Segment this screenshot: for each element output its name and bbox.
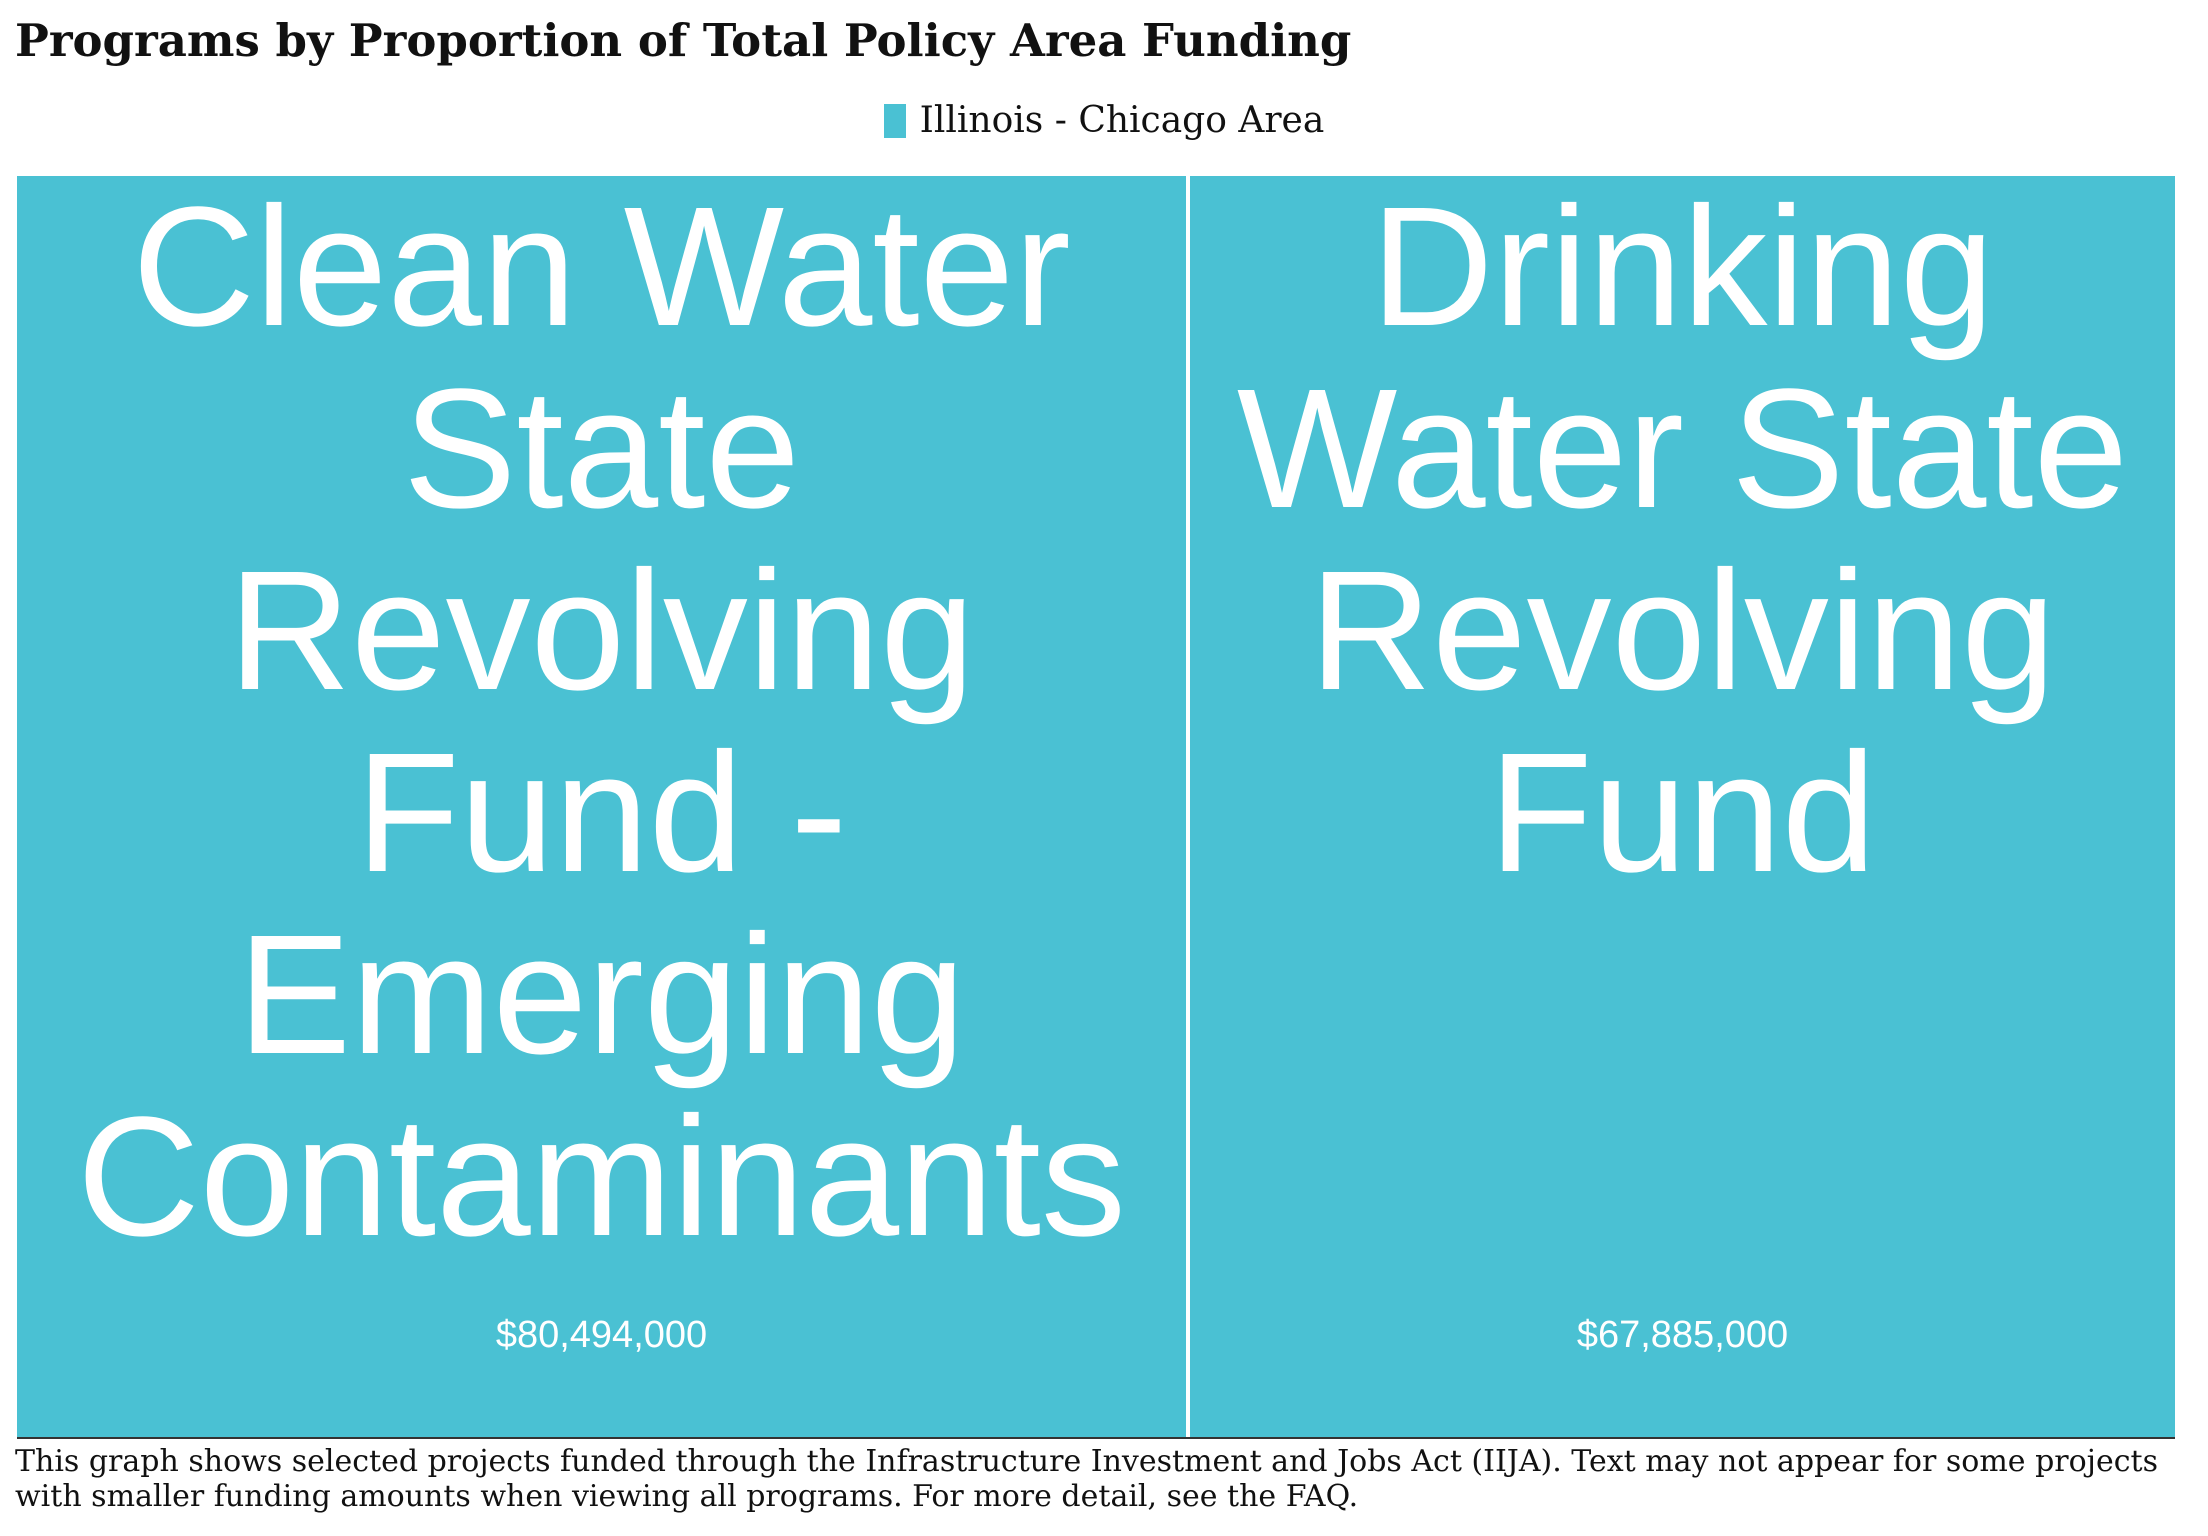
legend-swatch bbox=[883, 103, 906, 138]
legend-label: Illinois - Chicago Area bbox=[919, 100, 1325, 141]
footnote: This graph shows selected projects funde… bbox=[15, 1444, 2158, 1514]
tile-program-name: Drinking Water State Revolving Fund bbox=[1236, 176, 2129, 908]
tile-funding-value: $80,494,000 bbox=[495, 1314, 708, 1356]
legend: Illinois - Chicago Area bbox=[0, 100, 2208, 141]
treemap: Clean Water State Revolving Fund - Emerg… bbox=[17, 176, 2175, 1438]
treemap-tile[interactable]: Clean Water State Revolving Fund - Emerg… bbox=[17, 176, 1186, 1438]
tile-label: Clean Water State Revolving Fund - Emerg… bbox=[17, 176, 1186, 1438]
baseline-rule bbox=[17, 1437, 2175, 1439]
treemap-tile[interactable]: Drinking Water State Revolving Fund $67,8… bbox=[1190, 176, 2175, 1438]
tile-program-name: Clean Water State Revolving Fund - Emerg… bbox=[77, 176, 1126, 1272]
tile-label: Drinking Water State Revolving Fund $67,8… bbox=[1190, 176, 2175, 1438]
tile-funding-value: $67,885,000 bbox=[1576, 1314, 1789, 1356]
chart-title: Programs by Proportion of Total Policy A… bbox=[15, 14, 1352, 67]
